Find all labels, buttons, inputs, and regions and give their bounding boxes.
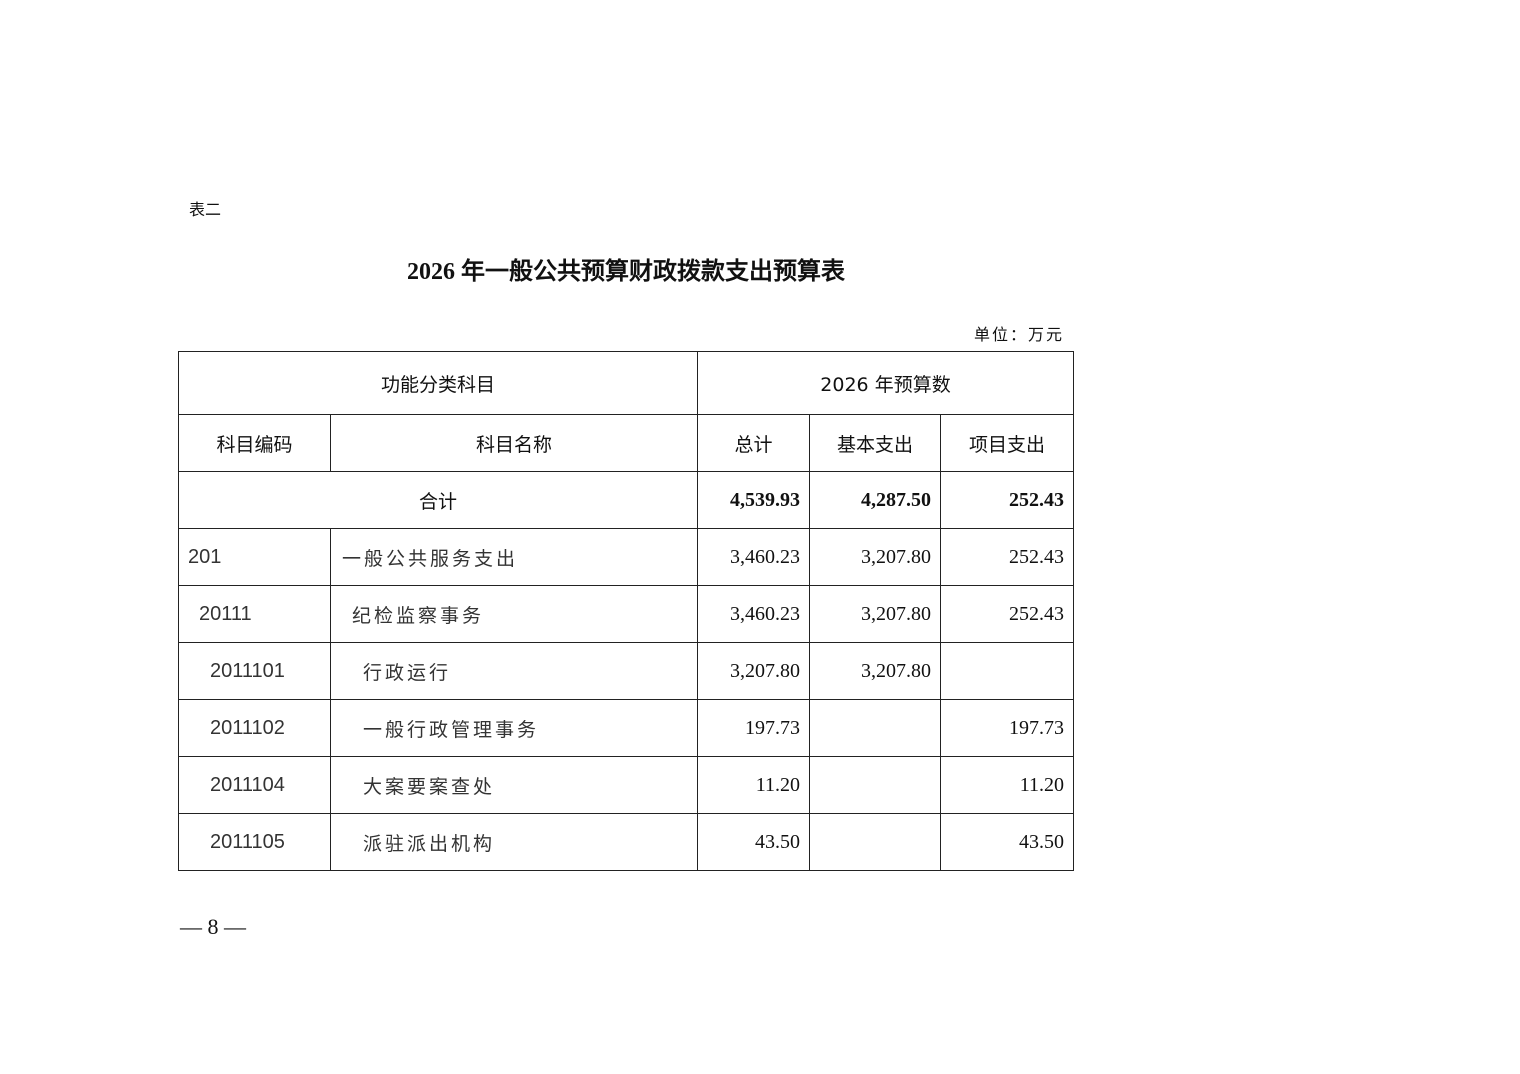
row-basic: 3,207.80	[809, 585, 941, 643]
row-total: 3,207.80	[697, 642, 810, 700]
row-code: 2011101	[178, 642, 331, 700]
table-row: 20111 纪检监察事务 3,460.23 3,207.80 252.43	[178, 585, 1074, 643]
row-code: 20111	[178, 585, 331, 643]
row-total: 43.50	[697, 813, 810, 871]
total-total: 4,539.93	[697, 471, 810, 529]
header-total: 总计	[697, 414, 810, 472]
unit-label: 单位：万元	[973, 327, 1064, 344]
row-project: 252.43	[940, 585, 1074, 643]
page-number: — 8 —	[180, 914, 246, 939]
table-row: 201 一般公共服务支出 3,460.23 3,207.80 252.43	[178, 528, 1074, 586]
row-basic: 3,207.80	[809, 642, 941, 700]
page-title: 2026 年一般公共预算财政拨款支出预算表	[407, 259, 845, 285]
row-code: 2011105	[178, 813, 331, 871]
row-project: 197.73	[940, 699, 1074, 757]
row-code: 2011104	[178, 756, 331, 814]
total-row: 合计 4,539.93 4,287.50 252.43	[178, 471, 1074, 529]
row-total: 3,460.23	[697, 528, 810, 586]
row-project: 252.43	[940, 528, 1074, 586]
row-name: 派驻派出机构	[330, 813, 698, 871]
total-basic: 4,287.50	[809, 471, 941, 529]
row-basic	[809, 699, 941, 757]
header-row: 科目编码 科目名称 总计 基本支出 项目支出	[178, 414, 1074, 472]
table-row: 2011102 一般行政管理事务 197.73 197.73	[178, 699, 1074, 757]
row-code: 201	[178, 528, 331, 586]
row-project: 43.50	[940, 813, 1074, 871]
header-project: 项目支出	[940, 414, 1074, 472]
header-budget-2026: 2026 年预算数	[697, 351, 1074, 415]
row-name: 行政运行	[330, 642, 698, 700]
row-project	[940, 642, 1074, 700]
table-row: 2011101 行政运行 3,207.80 3,207.80	[178, 642, 1074, 700]
row-name: 大案要案查处	[330, 756, 698, 814]
row-name: 纪检监察事务	[330, 585, 698, 643]
table-row: 2011105 派驻派出机构 43.50 43.50	[178, 813, 1074, 871]
header-functional-category: 功能分类科目	[178, 351, 698, 415]
header-group-row: 功能分类科目 2026 年预算数	[178, 351, 1074, 415]
row-code: 2011102	[178, 699, 331, 757]
header-code: 科目编码	[178, 414, 331, 472]
table-label: 表二	[189, 202, 222, 219]
header-basic: 基本支出	[809, 414, 941, 472]
total-project: 252.43	[940, 471, 1074, 529]
total-label: 合计	[178, 471, 698, 529]
row-total: 11.20	[697, 756, 810, 814]
row-basic	[809, 813, 941, 871]
budget-table: 功能分类科目 2026 年预算数 科目编码 科目名称 总计 基本支出 项目支出 …	[178, 351, 1074, 871]
row-basic	[809, 756, 941, 814]
table-row: 2011104 大案要案查处 11.20 11.20	[178, 756, 1074, 814]
row-total: 3,460.23	[697, 585, 810, 643]
row-total: 197.73	[697, 699, 810, 757]
row-name: 一般行政管理事务	[330, 699, 698, 757]
header-name: 科目名称	[330, 414, 698, 472]
row-name: 一般公共服务支出	[330, 528, 698, 586]
row-project: 11.20	[940, 756, 1074, 814]
row-basic: 3,207.80	[809, 528, 941, 586]
